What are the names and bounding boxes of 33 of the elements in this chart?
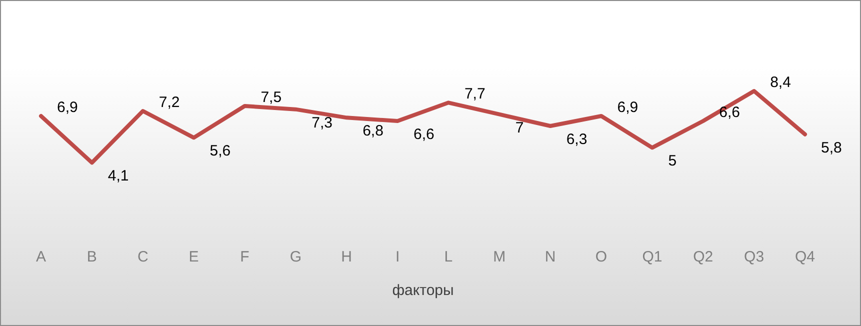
x-axis-title: факторы bbox=[392, 282, 454, 299]
x-tick-label: L bbox=[444, 248, 453, 266]
x-tick-label: B bbox=[86, 248, 97, 266]
x-tick-label: N bbox=[544, 248, 556, 266]
data-label: 6,6 bbox=[719, 104, 740, 121]
data-label: 7 bbox=[515, 119, 524, 136]
x-tick-label: O bbox=[595, 248, 608, 266]
data-label: 5,8 bbox=[821, 139, 842, 156]
data-label: 7,2 bbox=[158, 94, 180, 111]
data-label: 6,8 bbox=[362, 122, 384, 140]
x-tick-label: Q3 bbox=[744, 248, 764, 266]
data-label: 7,5 bbox=[260, 89, 282, 106]
x-tick-label: Q4 bbox=[794, 248, 816, 266]
data-label: 7,3 bbox=[312, 114, 333, 132]
data-label: 6,3 bbox=[566, 131, 588, 148]
x-tick-label: Q1 bbox=[642, 248, 662, 266]
data-label: 8,4 bbox=[770, 74, 791, 91]
x-tick-label: Q2 bbox=[693, 248, 714, 266]
data-label: 6,6 bbox=[414, 126, 434, 143]
data-label: 5 bbox=[668, 152, 677, 170]
data-label: 6,9 bbox=[617, 99, 638, 116]
data-label: 4,1 bbox=[108, 168, 129, 185]
data-label: 7,7 bbox=[464, 86, 486, 103]
x-tick-label: H bbox=[341, 248, 352, 266]
x-tick-label: E bbox=[188, 248, 199, 266]
data-label: 5,6 bbox=[210, 142, 231, 160]
x-tick-label: I bbox=[395, 248, 400, 266]
x-tick-label: A bbox=[36, 248, 46, 266]
x-tick-label: G bbox=[290, 248, 302, 266]
x-tick-label: M bbox=[493, 248, 506, 266]
x-tick-label: F bbox=[240, 248, 250, 266]
data-label: 6,9 bbox=[57, 99, 78, 116]
x-tick-label: C bbox=[137, 248, 148, 266]
